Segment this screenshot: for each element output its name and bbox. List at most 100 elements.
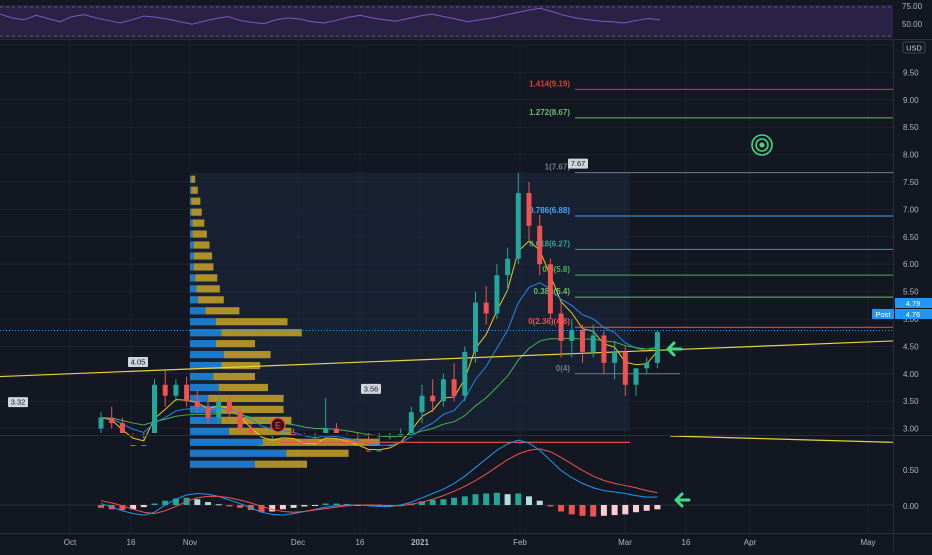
candle-body xyxy=(119,423,125,433)
price-candles xyxy=(98,172,660,452)
macd-histogram-bar xyxy=(162,500,169,505)
volume-profile-up-bar xyxy=(190,252,194,260)
candle-body xyxy=(580,329,585,352)
rsi-tick-75: 75.00 xyxy=(902,2,923,11)
macd-histogram-bar xyxy=(440,499,447,505)
price-marker-box xyxy=(568,158,588,169)
volume-profile xyxy=(190,172,630,468)
volume-profile-down-bar xyxy=(223,351,271,359)
price-tick: 6.50 xyxy=(903,233,919,242)
left-arrow-macd xyxy=(674,492,691,508)
volume-profile-down-bar xyxy=(193,263,214,271)
macd-histogram-bar xyxy=(590,505,597,517)
macd-histogram-bar xyxy=(643,505,650,511)
candle-body xyxy=(505,258,511,276)
macd-histogram-bar xyxy=(419,501,425,505)
time-axis[interactable]: Oct 16 Nov Dec 16 2021 Feb Mar 16 Apr May xyxy=(64,538,876,547)
time-tick: 16 xyxy=(682,538,691,547)
candle-body xyxy=(451,379,457,396)
macd-axis[interactable]: 0.50 0.00 xyxy=(903,466,919,511)
time-tick: Mar xyxy=(618,538,632,547)
macd-histogram-bar xyxy=(429,499,436,505)
candle-body xyxy=(184,384,190,402)
time-tick: May xyxy=(860,538,875,547)
candle-body xyxy=(547,264,553,314)
candle-body xyxy=(622,351,628,385)
volume-profile-down-bar xyxy=(192,219,205,227)
macd-pane[interactable] xyxy=(0,439,893,517)
time-tick: 16 xyxy=(356,538,365,547)
candle-body xyxy=(162,384,168,396)
fib-level-label: 0.5(5.8) xyxy=(542,265,570,274)
macd-histogram-bar xyxy=(322,503,329,505)
volume-profile-down-bar xyxy=(208,394,284,403)
price-markers: 3.32 4.05 3.56 7.67 xyxy=(0,158,893,408)
price-tick: 8.00 xyxy=(903,151,919,160)
arrow-icon-price xyxy=(666,341,683,357)
volume-profile-up-bar xyxy=(190,296,198,304)
candle-body xyxy=(526,192,532,226)
candle-body xyxy=(130,445,136,447)
rsi-pane[interactable]: 75.00 50.00 xyxy=(0,2,923,38)
candle-body xyxy=(537,225,543,265)
candle-body xyxy=(601,335,607,363)
earnings-badge[interactable]: E xyxy=(270,417,286,433)
candle-body xyxy=(654,332,660,363)
fib-level-label: 0.618(6.27) xyxy=(529,239,570,248)
candle-body xyxy=(644,362,650,369)
macd-histogram-bar xyxy=(140,505,147,508)
candle-body xyxy=(173,384,179,396)
fib-level-label: 0(4) xyxy=(556,364,571,373)
macd-histogram-bar xyxy=(269,505,276,512)
candle-body xyxy=(398,434,404,436)
macd-tick-000: 0.00 xyxy=(903,502,919,511)
candle-body xyxy=(612,351,618,363)
target-icon[interactable] xyxy=(751,134,773,156)
last-price-tag-box xyxy=(895,309,932,319)
candle-body xyxy=(387,445,393,447)
fibonacci-retracement[interactable]: 1.414(9.19) 1.272(8.67) 1(7.67) 0.786(6.88)… xyxy=(528,79,893,375)
currency-badge[interactable]: USD xyxy=(902,41,926,54)
post-badge-label: Post xyxy=(875,310,891,319)
macd-histogram-bar xyxy=(536,500,543,505)
time-tick: Oct xyxy=(64,538,77,547)
candle-body xyxy=(430,395,436,402)
prev-price-tag-box xyxy=(895,298,932,308)
price-marker-label: 3.32 xyxy=(11,398,26,407)
volume-profile-up-bar xyxy=(190,230,193,238)
volume-profile-down-bar xyxy=(193,241,210,249)
candle-body xyxy=(590,335,596,352)
volume-profile-down-bar xyxy=(205,307,240,315)
candle-body xyxy=(216,401,222,418)
candle-body xyxy=(205,406,211,418)
candle-body xyxy=(355,445,361,447)
macd-histogram-bar xyxy=(279,505,286,510)
macd-histogram-bar xyxy=(119,505,126,511)
volume-profile-down-bar xyxy=(196,285,220,293)
macd-histogram-bar xyxy=(611,505,618,516)
macd-histogram-bar xyxy=(504,494,511,505)
macd-tick-050: 0.50 xyxy=(903,466,919,475)
volume-profile-up-bar xyxy=(190,186,192,194)
price-marker-box xyxy=(8,397,28,408)
time-tick: Dec xyxy=(291,538,305,547)
last-price-tag: 4.76 xyxy=(906,310,921,319)
trendlines[interactable] xyxy=(0,340,894,443)
macd-histogram-bar xyxy=(558,505,565,512)
volume-profile-down-bar xyxy=(286,449,349,457)
macd-histogram-bar xyxy=(451,497,458,505)
candle-body xyxy=(633,368,639,385)
price-tick: 7.00 xyxy=(903,205,919,214)
price-tick: 4.50 xyxy=(903,342,919,351)
left-arrow-price xyxy=(666,341,683,357)
volume-profile-up-bar xyxy=(190,307,206,315)
price-marker-label: 3.56 xyxy=(364,384,379,393)
macd-histogram-bar xyxy=(622,505,629,515)
fib-level-label: 1(7.67) xyxy=(545,163,571,172)
candle-body xyxy=(344,439,350,441)
volume-profile-down-bar xyxy=(197,296,224,304)
candle-body xyxy=(109,417,115,424)
signal-line xyxy=(100,448,658,515)
